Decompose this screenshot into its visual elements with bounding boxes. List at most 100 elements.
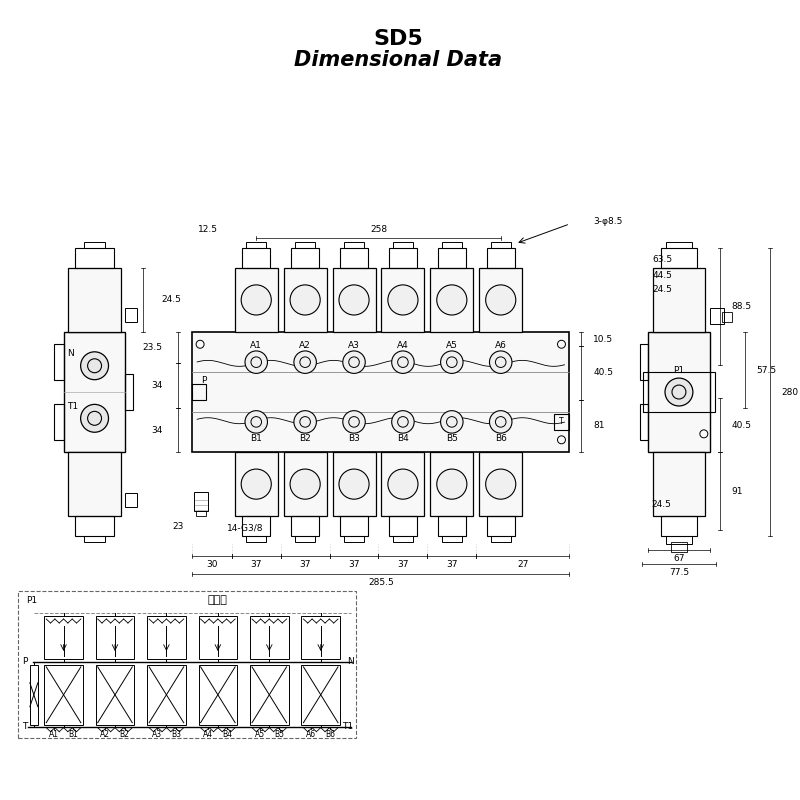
Circle shape — [392, 351, 414, 374]
Text: B5: B5 — [274, 730, 284, 739]
Text: 77.5: 77.5 — [669, 568, 689, 577]
Bar — [479, 267, 522, 332]
Text: P1: P1 — [674, 366, 685, 374]
Circle shape — [392, 410, 414, 433]
Bar — [44, 616, 83, 659]
Circle shape — [290, 469, 320, 499]
Text: 63.5: 63.5 — [652, 255, 672, 264]
Bar — [234, 452, 278, 517]
Circle shape — [665, 378, 693, 406]
Circle shape — [81, 352, 109, 380]
Text: A5: A5 — [446, 342, 458, 350]
Text: B3: B3 — [171, 730, 181, 739]
Circle shape — [490, 410, 512, 433]
Text: 12.5: 12.5 — [198, 226, 218, 234]
Bar — [340, 248, 368, 267]
Text: T1: T1 — [66, 402, 78, 411]
Bar — [96, 665, 134, 725]
Circle shape — [437, 285, 467, 315]
Bar — [430, 267, 474, 332]
Text: 88.5: 88.5 — [732, 302, 752, 310]
Bar — [250, 616, 289, 659]
Circle shape — [342, 410, 366, 433]
Circle shape — [294, 410, 316, 433]
Bar — [295, 536, 315, 542]
Bar — [438, 517, 466, 536]
Bar — [291, 517, 319, 536]
Text: B2: B2 — [299, 434, 311, 442]
Text: T: T — [559, 418, 564, 426]
Bar — [30, 665, 38, 725]
Bar — [438, 248, 466, 267]
Circle shape — [486, 285, 516, 315]
Text: 3-φ8.5: 3-φ8.5 — [593, 218, 622, 226]
Text: 30: 30 — [206, 560, 218, 569]
Bar — [710, 309, 724, 324]
Bar — [242, 517, 270, 536]
Text: B1: B1 — [250, 434, 262, 442]
Bar — [382, 267, 425, 332]
Text: P: P — [22, 658, 27, 666]
Circle shape — [245, 351, 267, 374]
Bar — [284, 452, 326, 517]
Bar — [295, 242, 315, 248]
Bar — [643, 372, 714, 412]
Bar — [393, 536, 413, 542]
Bar — [661, 517, 698, 536]
Text: N: N — [346, 658, 354, 666]
Bar — [430, 452, 474, 517]
Text: A1: A1 — [49, 730, 59, 739]
Text: N: N — [66, 350, 74, 358]
Circle shape — [81, 404, 109, 432]
Text: A3: A3 — [348, 342, 360, 350]
Bar — [64, 332, 126, 452]
Text: 37: 37 — [348, 560, 360, 569]
Bar — [344, 536, 364, 542]
Text: 37: 37 — [446, 560, 458, 569]
Bar — [96, 616, 134, 659]
Text: 14-G3/8: 14-G3/8 — [227, 524, 263, 533]
Text: B6: B6 — [494, 434, 506, 442]
Text: 10.5: 10.5 — [594, 334, 614, 344]
Circle shape — [388, 285, 418, 315]
Text: 81: 81 — [594, 422, 605, 430]
Bar — [554, 414, 570, 430]
Text: B4: B4 — [222, 730, 233, 739]
Bar — [333, 267, 375, 332]
Text: P1: P1 — [26, 596, 37, 605]
Text: A5: A5 — [254, 730, 265, 739]
Bar — [653, 267, 705, 332]
Bar — [126, 493, 138, 506]
Text: A4: A4 — [397, 342, 409, 350]
Text: A1: A1 — [250, 342, 262, 350]
Text: B2: B2 — [120, 730, 130, 739]
Text: 原理图: 原理图 — [207, 595, 227, 605]
Text: 34: 34 — [151, 382, 162, 390]
Bar — [44, 665, 83, 725]
Bar — [389, 248, 417, 267]
Bar — [722, 312, 732, 322]
Bar — [671, 542, 687, 552]
Bar — [302, 665, 340, 725]
Text: A2: A2 — [100, 730, 110, 739]
Text: A6: A6 — [494, 342, 506, 350]
Bar — [246, 536, 266, 542]
Circle shape — [241, 469, 271, 499]
Bar — [302, 616, 340, 659]
Bar — [479, 452, 522, 517]
Circle shape — [294, 351, 316, 374]
Text: 24.5: 24.5 — [162, 295, 181, 305]
Bar — [648, 332, 710, 452]
Bar — [75, 517, 114, 536]
Bar — [194, 491, 208, 511]
Bar — [491, 536, 510, 542]
Bar — [333, 452, 375, 517]
Text: Dimensional Data: Dimensional Data — [294, 50, 502, 70]
Bar — [234, 267, 278, 332]
Text: 40.5: 40.5 — [594, 369, 614, 378]
Text: 91: 91 — [732, 486, 743, 495]
Circle shape — [388, 469, 418, 499]
Circle shape — [241, 285, 271, 315]
Text: 37: 37 — [397, 560, 409, 569]
Text: B6: B6 — [326, 730, 335, 739]
